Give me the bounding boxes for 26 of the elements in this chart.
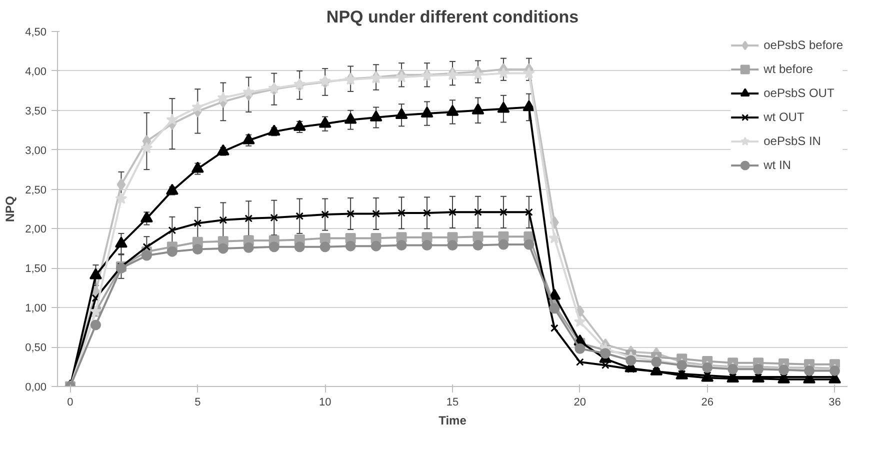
y-tick-label: 2,00 bbox=[25, 224, 47, 236]
y-tick-label: 4,50 bbox=[25, 26, 47, 38]
x-tick-label: 20 bbox=[574, 396, 586, 408]
legend-label: oePsbS IN bbox=[764, 134, 821, 148]
y-tick-label: 0,00 bbox=[25, 382, 47, 394]
legend-label: oePsbS before bbox=[764, 38, 843, 52]
x-tick-label: 15 bbox=[446, 396, 459, 408]
y-tick-label: 3,50 bbox=[25, 105, 47, 118]
y-tick-label: 2,50 bbox=[25, 184, 47, 196]
x-tick-label: 36 bbox=[828, 396, 841, 408]
y-tick-label: 4,00 bbox=[25, 66, 47, 78]
legend-label: wt OUT bbox=[764, 110, 804, 124]
legend-label: wt before bbox=[764, 62, 813, 76]
y-tick-label: 1,50 bbox=[25, 263, 47, 276]
y-tick-label: 3,00 bbox=[25, 144, 47, 157]
x-tick-label: 0 bbox=[67, 396, 74, 408]
legend-label: oePsbS OUT bbox=[764, 86, 834, 100]
y-tick-label: 0,50 bbox=[25, 342, 47, 354]
legend-label: wt IN bbox=[764, 158, 791, 172]
y-tick-label: 1,00 bbox=[25, 302, 47, 315]
x-tick-label: 5 bbox=[194, 396, 201, 408]
y-axis-title: NPQ bbox=[3, 196, 18, 222]
chart-title: NPQ under different conditions bbox=[326, 8, 579, 26]
x-tick-label: 10 bbox=[318, 396, 332, 408]
x-tick-label: 26 bbox=[701, 396, 714, 408]
x-axis-title: Time bbox=[438, 414, 467, 428]
